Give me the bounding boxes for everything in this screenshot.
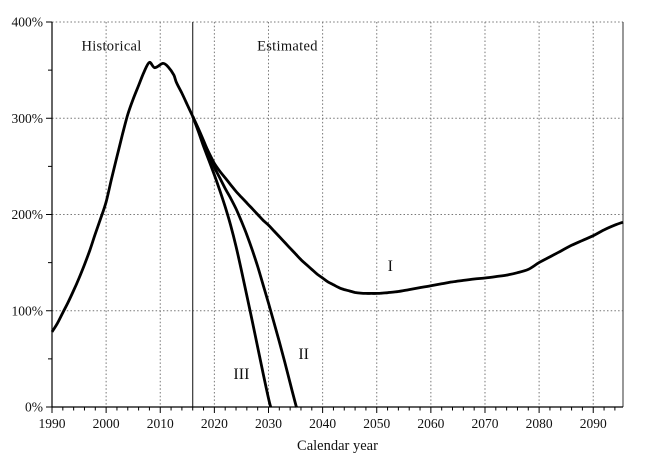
y-tick-label-100%: 100% [12,303,44,318]
x-axis-title: Calendar year [297,438,378,454]
curve-ii [191,115,298,409]
y-tick-label-0%: 0% [25,400,43,415]
x-tick-label-2070: 2070 [471,416,498,431]
historical-label: Historical [81,38,142,55]
x-tick-label-2010: 2010 [147,416,174,431]
x-tick-label-2060: 2060 [417,416,444,431]
curve-iii [191,115,273,408]
series-II-label: II [298,346,309,364]
y-tick-label-300%: 300% [12,111,44,126]
series-I-label: I [387,258,393,276]
x-tick-label-1990: 1990 [39,416,66,431]
y-tick-label-200%: 200% [12,207,44,222]
series-III-label: III [233,366,250,384]
x-tick-label-2080: 2080 [526,416,553,431]
estimated-label: Estimated [257,38,318,55]
curve-historical [50,60,194,333]
x-tick-label-2090: 2090 [580,416,607,431]
x-tick-label-2040: 2040 [309,416,336,431]
x-tick-label-2000: 2000 [93,416,120,431]
x-tick-label-2030: 2030 [255,416,282,431]
x-tick-label-2020: 2020 [201,416,228,431]
x-tick-label-2050: 2050 [363,416,390,431]
curve-i [191,115,624,295]
y-tick-label-400%: 400% [12,15,44,30]
